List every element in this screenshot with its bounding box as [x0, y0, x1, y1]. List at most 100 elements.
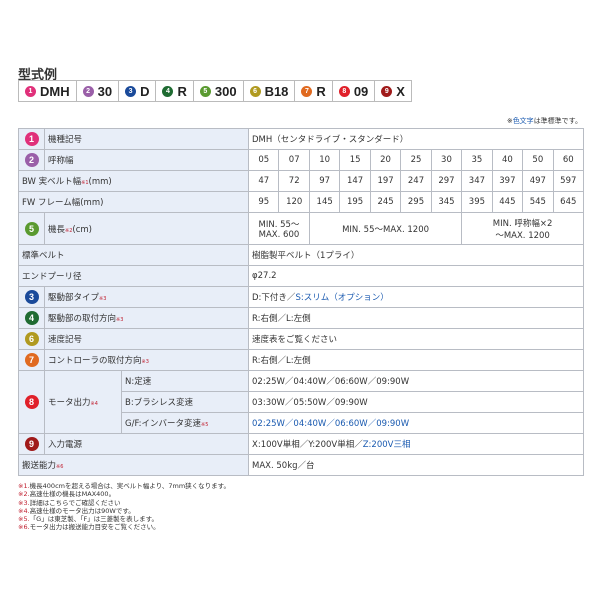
note-suffix: は準標準です。	[533, 117, 582, 125]
footnote: ※1.機長400cmを超える場合は、実ベルト幅より、7mm狭くなります。	[18, 482, 231, 490]
model-part-text: 30	[97, 83, 113, 99]
number-8-icon: 8	[338, 85, 350, 97]
row-label: コントローラの取付方向※3	[43, 349, 250, 371]
row-label: 駆動部タイプ※3	[43, 286, 250, 308]
row-label: FW フレーム幅(mm)	[17, 191, 250, 213]
value-cell: 120	[278, 191, 310, 213]
value-cell: 47	[248, 170, 280, 192]
footnotes: ※1.機長400cmを超える場合は、実ベルト幅より、7mm狭くなります。 ※2.高…	[18, 482, 230, 532]
model-part: 1 DMH	[19, 81, 77, 101]
table-row: 6 速度記号 速度表をご覧ください	[18, 328, 584, 350]
number-9-icon: 9	[381, 85, 393, 97]
value-cell: 645	[552, 191, 585, 213]
number-3-icon: 3	[125, 85, 137, 97]
table-row: B:ブラシレス変速 03:30W／05:50W／09:90W	[19, 391, 584, 413]
row-value: 樹脂製平ベルト（1プライ）	[248, 244, 584, 266]
value-cell: 345	[430, 191, 463, 213]
note-prefix: ※	[506, 117, 513, 125]
length-range-3: MIN. 呼称幅×2 ～MAX. 1200	[461, 212, 584, 245]
model-part-text: R	[316, 83, 326, 99]
number-8-icon: 8	[24, 395, 39, 409]
row-value: X:100V単相／Y:200V単相／Z:200V三相	[248, 433, 584, 455]
model-part: 6 B18	[244, 81, 296, 101]
number-7-icon: 7	[301, 85, 313, 97]
number-4-icon: 4	[24, 311, 39, 325]
color-note: ※色文字は準標準です。	[507, 116, 582, 126]
model-part: 8 09	[333, 81, 376, 101]
value-cell: 40	[491, 149, 524, 171]
value-cell: 05	[248, 149, 280, 171]
table-row: BW 実ベルト幅※1(mm) 47 72 97 147 197 247 297 347 397 49…	[17, 170, 585, 192]
value-cell: 245	[369, 191, 402, 213]
number-3-icon: 3	[24, 290, 39, 304]
row-value: φ27.2	[248, 265, 584, 287]
row-label: BW 実ベルト幅※1(mm)	[17, 170, 250, 192]
table-row: 3 駆動部タイプ※3 D:下付き／S:スリム（オプション）	[18, 286, 584, 308]
footnote: ※4.高速仕様のモータ出力は90Wです。	[18, 506, 135, 515]
value-cell: 95	[248, 191, 280, 213]
value-cell: 145	[308, 191, 341, 213]
table-row: 標準ベルト 樹脂製平ベルト（1プライ）	[17, 244, 584, 266]
value-cell: 147	[339, 170, 371, 192]
value-cell: 35	[461, 149, 493, 171]
number-2-icon: 2	[82, 85, 94, 97]
value-cell: 295	[400, 191, 432, 213]
table-row: 1 機種記号 DMH（センタドライブ・スタンダード）	[18, 128, 584, 150]
value-cell: 15	[339, 149, 371, 171]
table-row: 2 呼称幅 05 07 10 15 20 25 30 35 40 50 60	[18, 149, 585, 171]
model-part-text: R	[177, 83, 187, 99]
value-cell: 545	[522, 191, 554, 213]
row-value: 02:25W／04:40W／06:60W／09:90W	[248, 370, 584, 392]
table-row: 7 コントローラの取付方向※3 R:右側／L:左側	[18, 349, 584, 371]
number-5-icon: 5	[199, 85, 211, 97]
sub-label: N:定速	[120, 370, 250, 392]
model-example: 1 DMH 2 30 3 D 4 R 5 300 6 B18 7 R 8 09 9 X	[18, 80, 412, 102]
footnote: ※2.高速仕様の機長はMAX400。	[18, 490, 116, 499]
number-6-icon: 6	[24, 332, 39, 346]
value-cell: 50	[522, 149, 554, 171]
row-label: エンドプーリ径	[17, 265, 250, 287]
row-value: 02:25W／04:40W／06:60W／09:90W	[248, 412, 584, 434]
value-cell: 10	[308, 149, 341, 171]
value-cell: 20	[369, 149, 402, 171]
model-part-text: X	[396, 83, 405, 99]
number-4-icon: 4	[162, 85, 174, 97]
row-value: D:下付き／S:スリム（オプション）	[248, 286, 584, 308]
footnote: ※3.詳細はこちらでご確認ください	[18, 498, 121, 507]
value-cell: 347	[461, 170, 493, 192]
model-part: 2 30	[77, 81, 120, 101]
row-label: 標準ベルト	[17, 244, 250, 266]
sub-label: B:ブラシレス変速	[120, 391, 250, 413]
footnote: ※5.「G」は東芝製、「F」は三菱製を表します。	[18, 515, 159, 524]
row-value: 速度表をご覧ください	[248, 328, 584, 350]
table-row: 8 モータ出力※4 N:定速 02:25W／04:40W／06:60W／09:90W	[18, 370, 584, 434]
footnote: ※6.モータ出力は搬送能力目安をご覧ください。	[18, 523, 160, 532]
value-cell: 445	[491, 191, 524, 213]
table-row: エンドプーリ径 φ27.2	[17, 265, 584, 287]
model-part-text: 09	[353, 83, 369, 99]
row-value: DMH（センタドライブ・スタンダード）	[248, 128, 584, 150]
table-row: 搬送能力※6 MAX. 50kg／台	[17, 454, 584, 476]
value-cell: 497	[522, 170, 554, 192]
value-cell: 395	[461, 191, 493, 213]
model-part-text: DMH	[40, 83, 70, 99]
number-2-icon: 2	[24, 153, 39, 167]
row-label: 機種記号	[43, 128, 250, 150]
table-row: FW フレーム幅(mm) 95 120 145 195 245 295 345 395 445 54…	[17, 191, 585, 213]
value-cell: 72	[278, 170, 310, 192]
row-label: 機長※2(cm)	[43, 212, 250, 245]
sub-label: G/F:インバータ変速※5	[120, 412, 250, 434]
value-cell: 97	[308, 170, 341, 192]
row-label: 速度記号	[43, 328, 250, 350]
model-part: 5 300	[194, 81, 244, 101]
number-7-icon: 7	[24, 353, 39, 367]
row-label: 搬送能力※6	[17, 454, 250, 476]
row-label: 呼称幅	[43, 149, 250, 171]
value-cell: 07	[278, 149, 310, 171]
value-cell: 297	[430, 170, 463, 192]
value-cell: 30	[430, 149, 463, 171]
value-cell: 397	[491, 170, 524, 192]
